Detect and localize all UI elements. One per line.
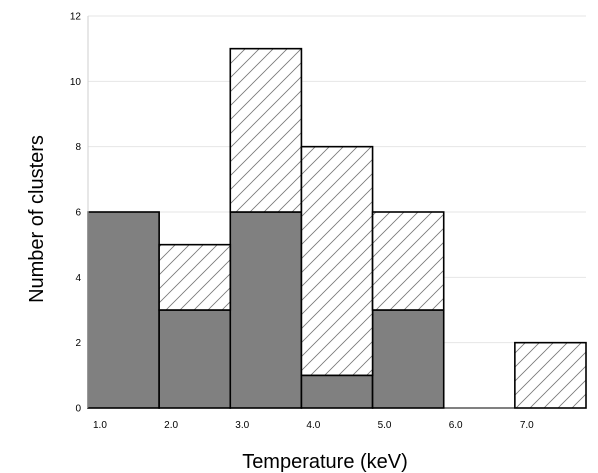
hatched-bar-7.0 xyxy=(514,341,587,409)
bars xyxy=(87,47,587,409)
y-axis-title: Number of clusters xyxy=(26,135,48,303)
x-tick-label-6.0: 6.0 xyxy=(449,420,463,431)
y-tick-label-4: 4 xyxy=(75,273,81,284)
x-axis-title: Temperature (keV) xyxy=(242,451,408,473)
y-tick-label-2: 2 xyxy=(75,338,81,349)
x-tick-label-5.0: 5.0 xyxy=(378,420,392,431)
hatched-bar-4.0 xyxy=(300,145,374,377)
y-tick-label-6: 6 xyxy=(75,208,81,219)
x-tick-label-3.0: 3.0 xyxy=(235,420,249,431)
y-tick-label-10: 10 xyxy=(70,77,82,88)
hatched-bar-5.0 xyxy=(371,211,445,311)
x-tick-label-7.0: 7.0 xyxy=(520,420,534,431)
x-tick-label-1.0: 1.0 xyxy=(93,420,107,431)
hatched-bar-2.0 xyxy=(158,243,232,311)
solid-bar-1.0 xyxy=(87,211,160,409)
x-tick-label-2.0: 2.0 xyxy=(164,420,178,431)
solid-bar-4.0 xyxy=(300,374,374,409)
hatched-bar-3.0 xyxy=(229,47,303,213)
x-tick-label-4.0: 4.0 xyxy=(306,420,320,431)
solid-bar-5.0 xyxy=(371,309,445,409)
y-tick-label-8: 8 xyxy=(75,142,81,153)
y-tick-label-0: 0 xyxy=(75,404,81,415)
solid-bar-2.0 xyxy=(158,309,232,409)
y-tick-labels: 0 2 4 6 8 10 12 xyxy=(70,12,82,415)
solid-bar-3.0 xyxy=(229,211,303,409)
y-tick-label-12: 12 xyxy=(70,12,82,23)
x-tick-labels: 1.0 2.0 3.0 4.0 5.0 6.0 7.0 xyxy=(93,420,534,431)
axes xyxy=(87,16,586,409)
